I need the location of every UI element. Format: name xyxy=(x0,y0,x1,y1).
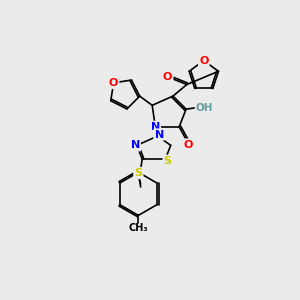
Text: O: O xyxy=(109,78,118,88)
Text: O: O xyxy=(184,140,193,150)
Text: N: N xyxy=(130,140,140,150)
Text: CH₃: CH₃ xyxy=(128,223,148,233)
Text: O: O xyxy=(199,56,208,66)
Text: N: N xyxy=(154,130,164,140)
Text: N: N xyxy=(151,122,160,132)
Text: OH: OH xyxy=(196,103,213,112)
Text: O: O xyxy=(163,72,172,82)
Text: S: S xyxy=(134,168,142,178)
Text: S: S xyxy=(164,156,172,166)
